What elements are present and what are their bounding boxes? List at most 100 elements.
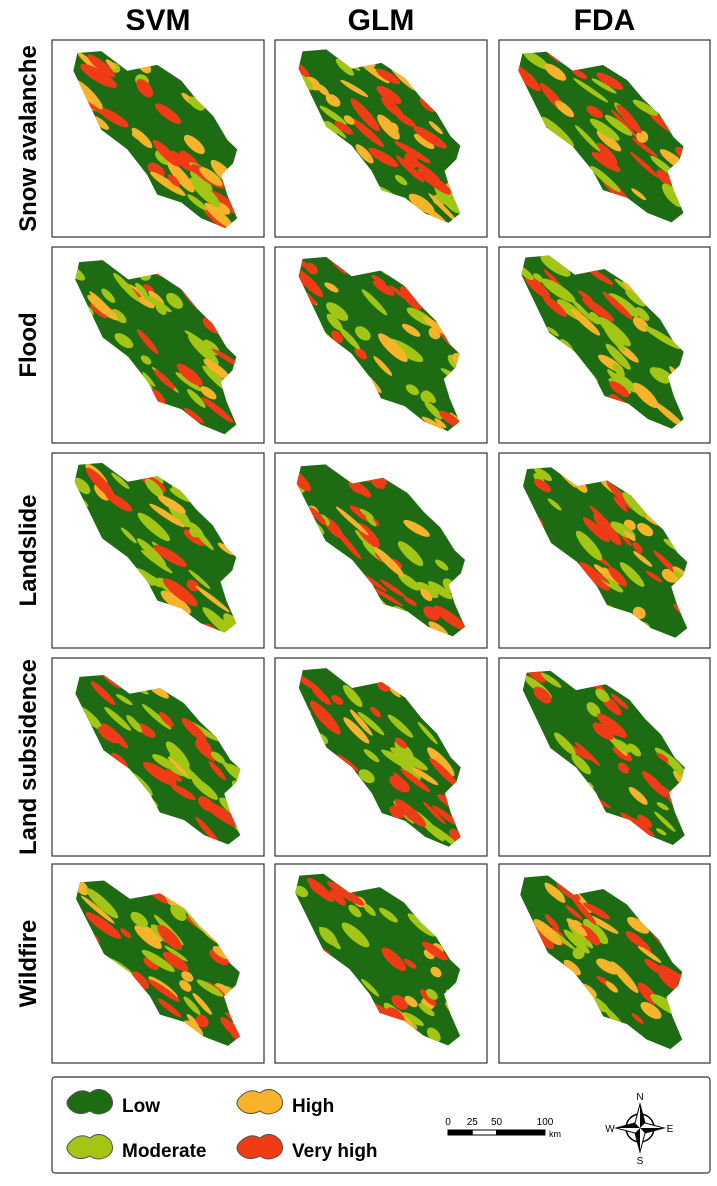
map-patch [574, 125, 601, 152]
map-patch [90, 303, 108, 319]
map-patch [183, 407, 204, 424]
map-patch [610, 109, 638, 138]
map-patch [592, 722, 614, 740]
map-patch [617, 762, 630, 774]
map-patch [131, 132, 146, 143]
map-patch [540, 672, 562, 688]
map-patch [376, 85, 402, 105]
map-patch [374, 547, 405, 577]
map-patch [319, 105, 347, 126]
map-patch [596, 713, 628, 738]
map-patch [152, 754, 177, 771]
map-patch [656, 169, 674, 187]
map-patch [370, 706, 381, 718]
map-patch [656, 752, 671, 764]
map-patch [155, 304, 167, 315]
map-patch [326, 302, 349, 321]
map-patch [624, 530, 636, 542]
map-patch [401, 323, 421, 337]
map-patch [339, 327, 360, 350]
map-patch [130, 911, 149, 928]
map-patch [381, 947, 406, 972]
map-patch [157, 998, 182, 1018]
map-patch [337, 754, 359, 772]
map-patch [204, 202, 234, 229]
map-patch [523, 51, 549, 70]
map-patch [542, 295, 568, 317]
map-patch [74, 477, 91, 495]
scale-segment [496, 1129, 546, 1136]
map-patch [167, 756, 189, 777]
map-patch [183, 134, 205, 155]
map-patch [632, 606, 646, 620]
map-patch [157, 495, 186, 514]
map-patch [298, 63, 310, 82]
map-patch [309, 507, 327, 526]
scale-tick-label: 25 [467, 1117, 479, 1128]
map-patch [521, 266, 534, 281]
legend-icon [66, 1134, 114, 1160]
map-patch [632, 541, 643, 554]
map-patch [635, 307, 650, 321]
map-patch [418, 1003, 435, 1017]
map-patch [220, 760, 241, 790]
map-patch [311, 686, 331, 705]
map-patch [170, 904, 187, 922]
scale-tick-label: 50 [491, 1117, 503, 1128]
map-patch [369, 585, 404, 607]
map-patch [335, 58, 354, 76]
map-patch [135, 282, 148, 298]
map-patch [143, 284, 155, 294]
map-patch [637, 522, 654, 537]
map-patch [331, 694, 344, 705]
map-patch [209, 949, 229, 966]
map-patch [633, 550, 653, 567]
map-patch [403, 519, 430, 537]
map-patch [86, 467, 115, 498]
map-patch [326, 881, 365, 906]
map-patch [365, 515, 377, 527]
map-patch [589, 505, 614, 531]
map-patch [154, 103, 182, 125]
map-patch [430, 966, 442, 978]
map-patch [413, 125, 447, 149]
legend-box [51, 1076, 711, 1174]
map-patch [187, 389, 206, 408]
map-patch [142, 371, 156, 387]
map-patch [377, 114, 400, 140]
map-patch [533, 918, 562, 946]
map-patch [400, 768, 431, 793]
map-patch [86, 888, 119, 919]
map-patch [147, 979, 180, 1002]
map-patch [348, 904, 362, 918]
map-patch [354, 347, 368, 360]
map-patch [157, 924, 183, 951]
map-patch [388, 285, 418, 307]
map-patch [595, 688, 610, 703]
map-patch [590, 165, 621, 193]
map-patch [589, 311, 601, 325]
map-patch [355, 326, 371, 341]
map-patch [325, 94, 341, 107]
map-patch [380, 579, 407, 598]
map-patch [403, 596, 417, 607]
map-patch [607, 293, 640, 317]
map-patch [342, 684, 363, 707]
map-patch [405, 384, 419, 396]
map-patch [582, 918, 609, 945]
map-patch [593, 564, 618, 584]
map-patch [596, 72, 624, 91]
map-patch [597, 316, 631, 347]
map-patch [577, 290, 593, 302]
map-patch [143, 957, 159, 971]
map-patch [605, 981, 618, 993]
map-patch [608, 566, 627, 587]
map-patch [591, 78, 617, 94]
map-patch [211, 348, 237, 371]
map-patch [400, 286, 422, 310]
map-patch [596, 130, 622, 152]
map-patch [571, 68, 588, 80]
map-patch [148, 290, 165, 306]
map-patch [656, 802, 669, 811]
map-patch [643, 325, 681, 350]
